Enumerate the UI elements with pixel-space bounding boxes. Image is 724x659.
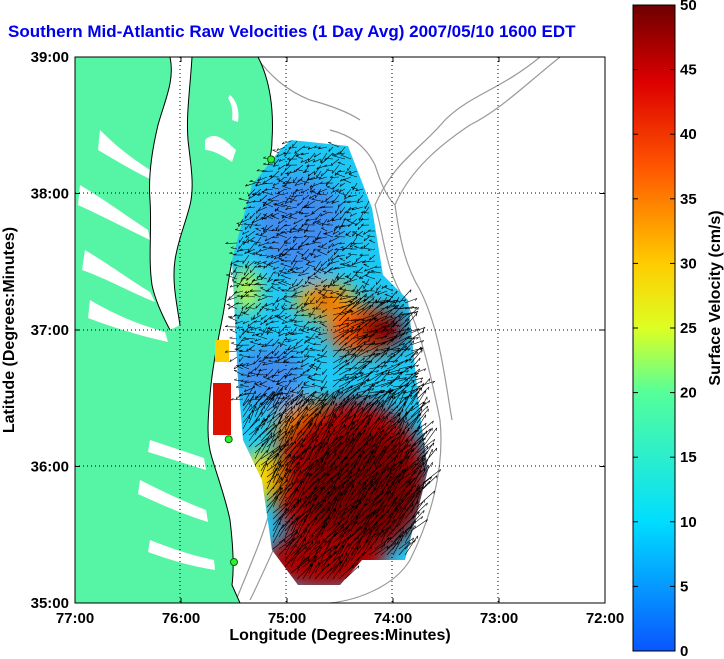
- map-title: Southern Mid-Atlantic Raw Velocities (1 …: [8, 22, 576, 41]
- y-axis-ticks: 39:00 38:00 37:00 36:00 35:00: [31, 49, 605, 612]
- colorbar-tick-label: 45: [680, 62, 697, 79]
- colorbar-tick-label: 50: [680, 0, 697, 14]
- y-tick-label: 35:00: [31, 595, 69, 612]
- y-tick-label: 36:00: [31, 459, 69, 476]
- x-tick-label: 76:00: [162, 610, 200, 627]
- colorbar-tick-label: 40: [680, 126, 697, 143]
- y-tick-label: 39:00: [31, 49, 69, 66]
- colorbar-tick-label: 15: [680, 449, 697, 466]
- colorbar-tick-label: 35: [680, 191, 697, 208]
- station-3: [230, 558, 238, 567]
- x-tick-label: 75:00: [268, 610, 306, 627]
- colorbar-tick-label: 10: [680, 514, 697, 531]
- vector-arrows: [224, 140, 441, 580]
- nearshore-cells: [213, 383, 231, 435]
- chesapeake-bay: [78, 57, 239, 570]
- station-2: [224, 435, 233, 444]
- colorbar-tick-label: 5: [680, 578, 688, 595]
- y-tick-label: 38:00: [31, 186, 69, 203]
- colorbar-tick-label: 0: [680, 643, 688, 659]
- y-axis-label: Latitude (Degrees:Minutes): [1, 227, 18, 433]
- grid-lines: [75, 57, 605, 603]
- x-tick-label: 77:00: [56, 610, 94, 627]
- colorbar-label: Surface Velocity (cm/s): [707, 210, 724, 385]
- current-vectors: [224, 140, 441, 580]
- x-tick-label: 73:00: [480, 610, 518, 627]
- x-axis-label: Longitude (Degrees:Minutes): [229, 627, 450, 644]
- nearshore-cells-2: [215, 340, 229, 362]
- coastline: [149, 57, 273, 603]
- colorbar-tick-label: 20: [680, 385, 697, 402]
- colorbar-tick-label: 30: [680, 255, 697, 272]
- x-tick-label: 72:00: [586, 610, 624, 627]
- colorbar-tick-label: 25: [680, 320, 697, 337]
- x-tick-label: 74:00: [374, 610, 412, 627]
- colorbar: [632, 4, 676, 652]
- station-markers: [224, 155, 276, 567]
- x-axis-ticks: 77:00 76:00 75:00 74:00 73:00 72:00: [56, 57, 624, 627]
- station-1: [267, 155, 276, 164]
- y-tick-label: 37:00: [31, 322, 69, 339]
